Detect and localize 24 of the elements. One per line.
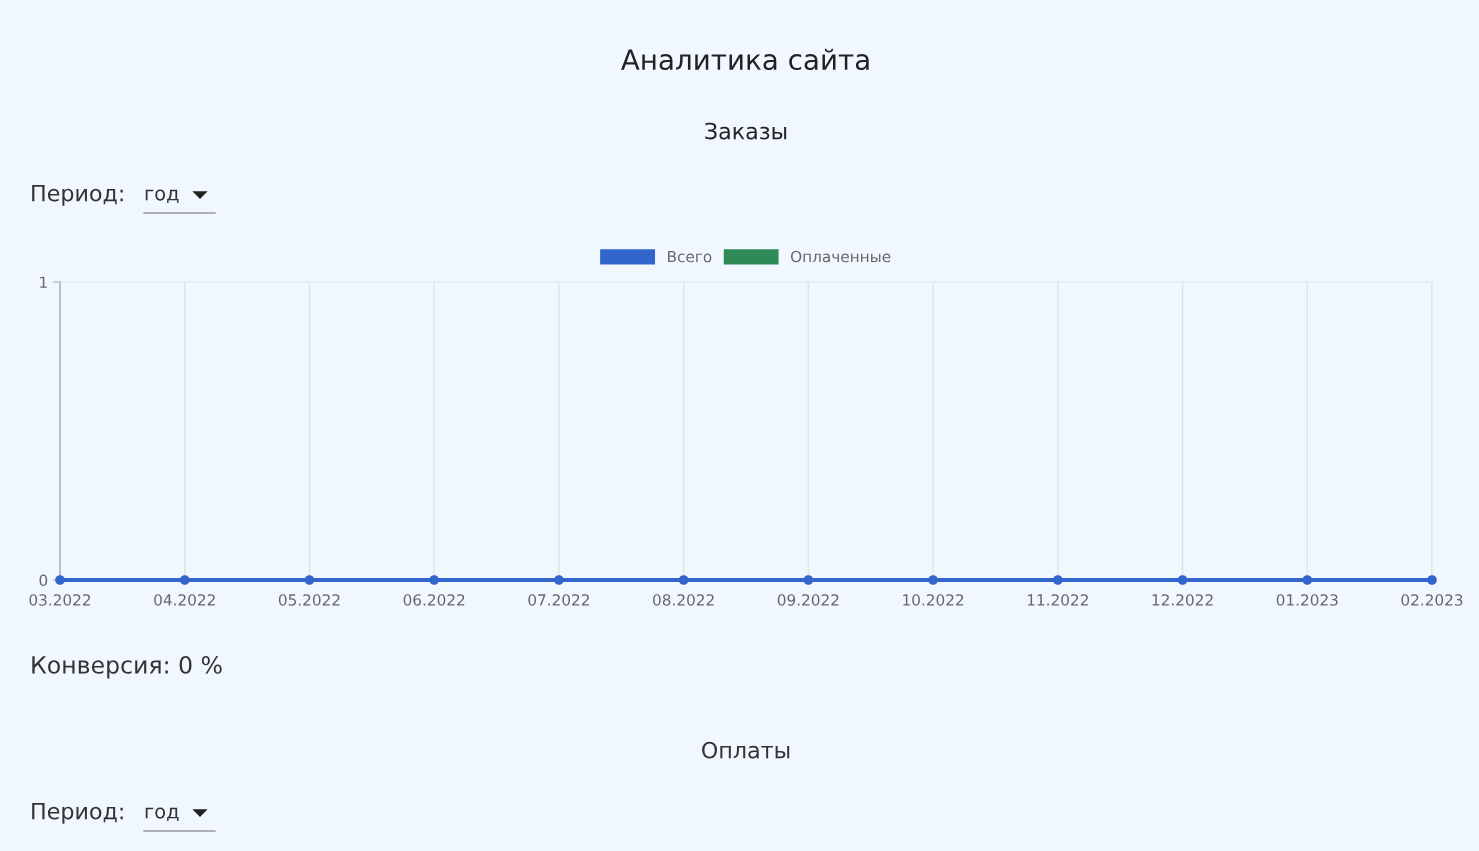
text: Конверсия: 0 %: [32, 655, 222, 679]
y-tick-label: 0: [39, 574, 48, 587]
x-tick-label: 11.2022: [1027, 594, 1088, 606]
legend-label: Всего: [668, 250, 712, 263]
text: год: [145, 189, 179, 204]
x-tick-label: 05.2022: [278, 594, 340, 606]
x-tick-label: 10.2022: [903, 594, 964, 606]
x-tick-label: 01.2023: [1276, 594, 1338, 606]
text: Оплаты: [702, 741, 790, 759]
x-tick-label: 04.2022: [154, 594, 215, 606]
y-tick-label: 1: [40, 276, 47, 288]
chart-title: Аналитика сайта: [621, 48, 869, 71]
chart-subtitle: Заказы: [705, 122, 787, 140]
legend-label: Оплаченные: [790, 250, 891, 263]
x-tick-label: 09.2022: [777, 594, 839, 606]
x-tick-label: 03.2022: [29, 594, 91, 606]
x-tick-label: 02.2023: [1401, 594, 1463, 606]
text: Период:: [32, 802, 123, 824]
x-tick-label: 07.2022: [528, 594, 589, 606]
x-tick-label: 12.2022: [1152, 594, 1213, 606]
x-tick-label: 08.2022: [653, 594, 714, 606]
text: год: [145, 807, 179, 822]
text: Период:: [32, 184, 123, 206]
x-tick-label: 06.2022: [403, 594, 465, 606]
